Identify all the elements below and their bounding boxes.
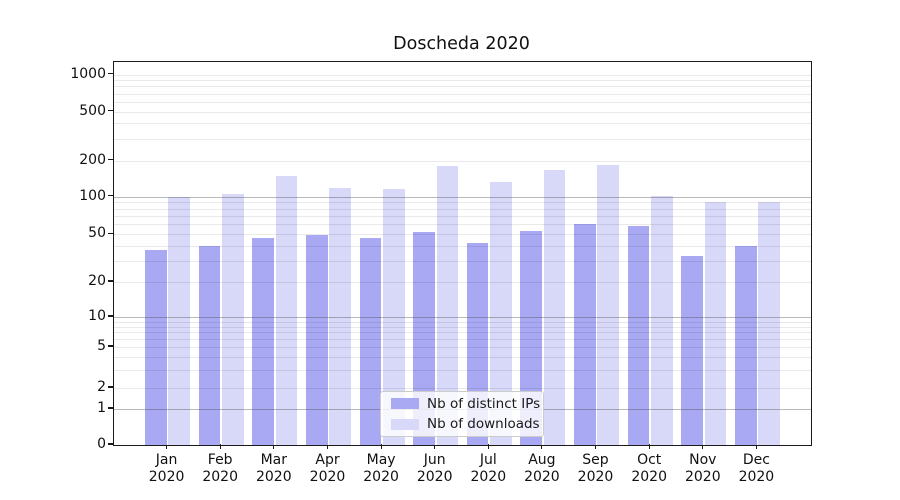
legend-label: Nb of downloads <box>427 416 540 433</box>
bar-downloads <box>543 169 566 445</box>
bar-distinct-ips <box>145 250 167 445</box>
bar-downloads <box>704 202 727 445</box>
x-tick-mark <box>434 444 436 449</box>
bar-distinct-ips <box>734 245 757 445</box>
x-tick-label: Jun 2020 <box>416 452 453 485</box>
y-tick-mark <box>108 195 113 197</box>
y-tick-mark <box>108 280 113 282</box>
y-tick-mark <box>108 386 113 388</box>
legend-swatch <box>391 398 419 410</box>
bar-downloads <box>758 202 780 445</box>
bar-downloads <box>275 175 298 445</box>
bar-distinct-ips <box>306 235 328 445</box>
y-tick-mark <box>108 345 113 347</box>
y-tick-label: 10 <box>88 308 106 324</box>
y-tick-mark <box>108 232 113 234</box>
plot-area <box>113 61 812 446</box>
y-tick-label: 200 <box>79 151 106 168</box>
x-tick-label: May 2020 <box>363 452 399 485</box>
x-tick-mark <box>326 444 329 449</box>
bar-distinct-ips <box>252 237 274 445</box>
legend-swatch <box>391 418 419 430</box>
x-tick-label: Apr 2020 <box>309 452 346 485</box>
bar-distinct-ips <box>574 224 596 445</box>
bar-distinct-ips <box>359 237 382 445</box>
x-tick-label: Aug 2020 <box>524 452 560 485</box>
bar-downloads <box>329 187 351 445</box>
x-tick-mark <box>487 444 489 449</box>
x-tick-mark <box>380 444 382 449</box>
x-tick-label: Mar 2020 <box>255 452 292 485</box>
y-tick-label: 100 <box>79 187 106 204</box>
x-tick-mark <box>755 444 757 449</box>
legend-label: Nb of distinct IPs <box>427 395 541 412</box>
x-tick-mark <box>166 444 168 449</box>
y-tick-label: 1 <box>97 400 106 416</box>
legend-entry: Nb of distinct IPs <box>391 395 543 413</box>
y-tick-label: 1000 <box>70 65 106 82</box>
y-tick-label: 5 <box>97 338 106 354</box>
y-tick-label: 20 <box>88 273 106 289</box>
y-tick-mark <box>108 315 113 317</box>
x-tick-mark <box>219 444 221 449</box>
x-tick-mark <box>594 444 597 449</box>
bar-distinct-ips <box>627 226 650 445</box>
bar-downloads <box>436 166 459 445</box>
y-tick-label: 0 <box>97 436 106 452</box>
chart-title: Doscheda 2020 <box>393 34 530 54</box>
bar-downloads <box>382 188 405 445</box>
y-tick-mark <box>108 158 113 161</box>
bar-downloads <box>490 182 512 445</box>
x-tick-label: Jan 2020 <box>148 452 185 485</box>
y-tick-mark <box>108 407 113 409</box>
x-tick-mark <box>541 444 543 449</box>
bar-distinct-ips <box>198 245 221 445</box>
x-tick-label: Jul 2020 <box>470 452 507 485</box>
y-tick-mark <box>108 72 113 75</box>
y-tick-mark <box>108 443 113 445</box>
bar-downloads <box>168 196 191 445</box>
x-tick-mark <box>702 444 704 449</box>
bar-downloads <box>597 165 619 445</box>
bars-layer <box>114 62 811 445</box>
y-tick-mark <box>108 109 113 112</box>
x-tick-mark <box>273 444 275 449</box>
bar-downloads <box>651 195 673 445</box>
y-tick-label: 2 <box>97 379 106 395</box>
y-tick-label: 50 <box>88 225 106 242</box>
legend-entry: Nb of downloads <box>391 416 543 434</box>
x-tick-label: Feb 2020 <box>202 452 238 485</box>
legend: Nb of distinct IPs Nb of downloads <box>380 391 544 437</box>
x-tick-mark <box>648 444 650 449</box>
x-tick-label: Dec 2020 <box>738 452 775 485</box>
x-tick-label: Nov 2020 <box>684 452 721 485</box>
bar-downloads <box>222 194 244 445</box>
bar-distinct-ips <box>681 255 703 445</box>
x-tick-label: Sep 2020 <box>577 452 614 485</box>
x-tick-label: Oct 2020 <box>631 452 667 485</box>
y-tick-label: 500 <box>79 102 106 119</box>
